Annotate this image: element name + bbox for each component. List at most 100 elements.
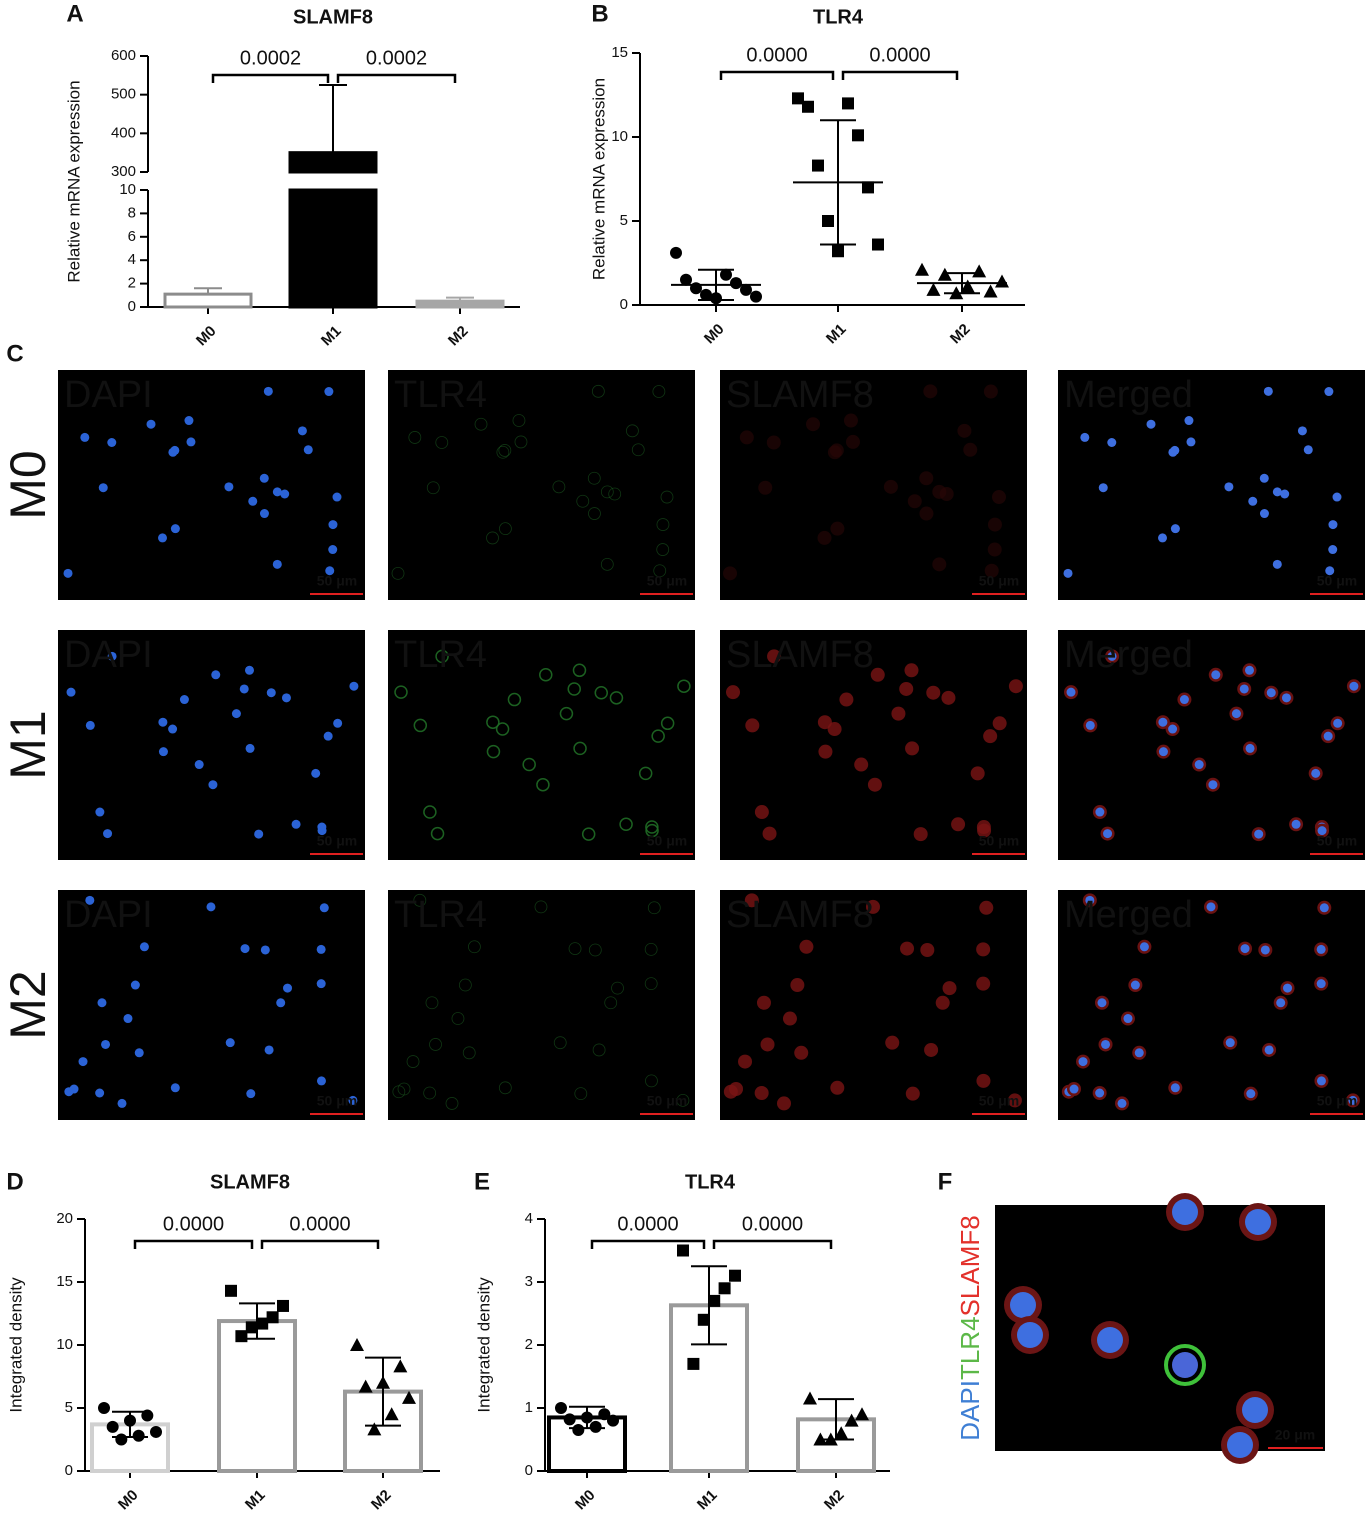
cell [619, 817, 633, 832]
cell [939, 486, 954, 501]
cell [462, 1046, 476, 1060]
cell [264, 1045, 274, 1055]
cell [870, 667, 885, 682]
cell [1097, 998, 1107, 1008]
cell [1325, 566, 1335, 576]
micrograph: Merged 50 μm [1058, 890, 1365, 1120]
cell [1328, 520, 1338, 530]
cell [1194, 760, 1204, 770]
cell [208, 780, 218, 790]
cell [942, 981, 957, 996]
cell [1225, 1038, 1235, 1048]
micrograph: Merged 50 μm [1058, 630, 1365, 860]
point [245, 1321, 258, 1334]
panel-letter: F [938, 1168, 953, 1195]
cell [776, 1096, 791, 1111]
cell [932, 557, 947, 572]
cell [907, 494, 922, 509]
chart-title: SLAMF8 [293, 6, 373, 28]
point [115, 1433, 128, 1446]
y-tick-label: 0 [128, 298, 136, 315]
cell [95, 807, 105, 817]
cell [1103, 829, 1113, 839]
cell [486, 744, 501, 759]
significance-bracket [712, 1239, 833, 1249]
cell [611, 981, 624, 995]
cell [536, 777, 550, 792]
y-tick-label: 0 [65, 1462, 73, 1479]
cell [1184, 416, 1194, 426]
cell [1170, 1083, 1180, 1093]
cell [1266, 688, 1276, 698]
cell [85, 720, 95, 730]
cell [976, 942, 991, 957]
point [855, 1407, 869, 1421]
cell [660, 490, 674, 504]
cell [1272, 559, 1282, 569]
cell [224, 482, 234, 492]
cell [919, 506, 934, 521]
image [58, 890, 365, 1120]
chart-title: TLR4 [813, 6, 864, 28]
cell [391, 566, 405, 580]
cell [179, 695, 189, 705]
cell [1316, 979, 1326, 989]
y-tick-label: 1 [525, 1399, 533, 1416]
point [150, 1425, 162, 1438]
cell [1107, 438, 1117, 448]
image [720, 630, 1027, 860]
cell [158, 747, 168, 757]
panel-letter: B [591, 0, 608, 27]
cell [1260, 945, 1270, 955]
cell [231, 709, 241, 719]
cell [259, 509, 269, 519]
cell [276, 998, 286, 1008]
cell [604, 996, 618, 1010]
cell [794, 1045, 809, 1060]
cell [1007, 1093, 1022, 1108]
cell [107, 651, 117, 661]
scale-bar-label: 50 μm [1317, 1093, 1357, 1109]
panel-letter: D [6, 1168, 23, 1195]
cell [739, 430, 754, 445]
cell [799, 939, 814, 954]
cell [272, 559, 282, 569]
cell [280, 489, 290, 499]
cell [818, 744, 833, 759]
p-value: 0.0000 [746, 44, 807, 66]
cell [139, 942, 149, 952]
cell [983, 729, 998, 744]
point [225, 1284, 237, 1297]
cell [576, 494, 590, 508]
cell [1333, 718, 1343, 728]
cell [1280, 489, 1290, 499]
cell [316, 979, 326, 989]
cell [644, 977, 658, 991]
point [730, 277, 742, 290]
cell [1316, 944, 1326, 954]
cell [830, 521, 845, 536]
cell [1283, 983, 1293, 993]
image [388, 890, 695, 1120]
cell [168, 724, 178, 734]
cell [1324, 387, 1334, 397]
cell [651, 729, 665, 743]
chart: B TLR4 Relative mRNA expression 0 5 10 15 M0 M1 M… [589, 0, 1025, 347]
cell [991, 490, 1006, 505]
image [720, 890, 1027, 1120]
point [729, 1269, 741, 1282]
cell [806, 417, 821, 432]
point [720, 268, 732, 281]
point [607, 1414, 619, 1427]
cell [1085, 895, 1095, 905]
cell [512, 414, 526, 427]
cell [311, 768, 321, 778]
panel-letter: E [474, 1168, 490, 1195]
point [972, 264, 987, 278]
y-tick-label: 4 [525, 1210, 533, 1227]
cell [843, 413, 858, 428]
scale-bar-label: 50 μm [979, 833, 1019, 849]
cell [1281, 693, 1291, 703]
cell [498, 1081, 512, 1095]
cell [782, 1011, 797, 1026]
